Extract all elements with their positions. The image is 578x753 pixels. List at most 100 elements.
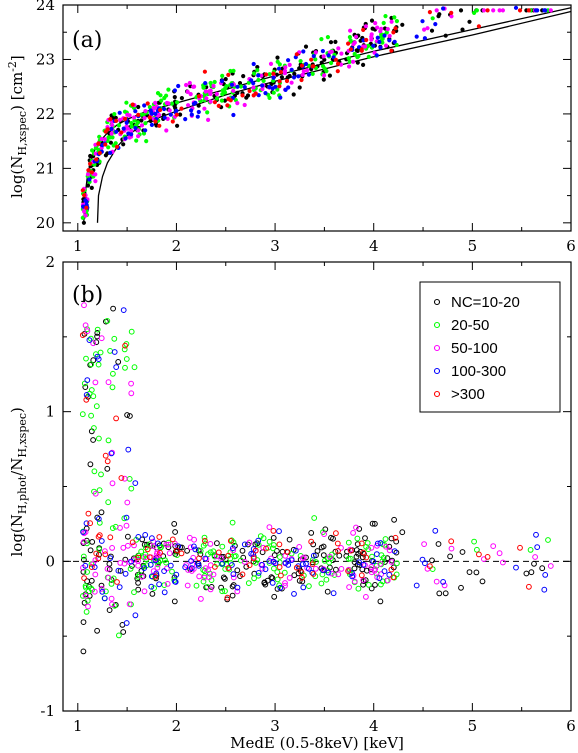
data-point bbox=[92, 490, 99, 497]
data-point bbox=[151, 105, 156, 111]
legend-marker bbox=[433, 367, 441, 375]
data-point bbox=[211, 83, 216, 89]
data-point bbox=[289, 80, 294, 85]
data-point bbox=[429, 566, 436, 572]
data-point bbox=[275, 87, 280, 92]
data-point bbox=[252, 547, 259, 554]
data-point bbox=[260, 544, 267, 551]
data-point bbox=[378, 581, 384, 588]
data-point bbox=[432, 527, 439, 534]
data-point bbox=[164, 581, 171, 587]
data-point bbox=[104, 318, 111, 324]
data-point bbox=[303, 554, 309, 561]
data-point bbox=[83, 537, 90, 544]
data-point bbox=[245, 580, 252, 586]
data-point bbox=[154, 549, 161, 555]
data-point bbox=[272, 560, 279, 567]
data-point bbox=[368, 585, 375, 592]
data-point bbox=[328, 570, 335, 577]
data-point bbox=[232, 553, 239, 559]
data-point bbox=[526, 8, 532, 13]
data-point bbox=[83, 609, 90, 615]
data-point bbox=[120, 307, 127, 314]
data-point bbox=[345, 568, 352, 574]
data-point bbox=[135, 120, 140, 125]
data-point bbox=[218, 555, 225, 562]
data-point bbox=[226, 72, 231, 78]
data-point bbox=[308, 538, 315, 545]
data-point bbox=[121, 475, 128, 482]
data-point bbox=[90, 340, 97, 347]
data-point bbox=[143, 109, 148, 114]
data-point bbox=[229, 82, 234, 87]
data-point bbox=[91, 588, 98, 595]
data-point bbox=[192, 84, 197, 89]
data-point bbox=[109, 601, 115, 608]
data-point bbox=[288, 557, 295, 563]
data-point bbox=[162, 106, 167, 112]
data-point bbox=[286, 85, 291, 90]
data-point bbox=[387, 38, 392, 43]
data-point bbox=[166, 550, 173, 557]
data-point bbox=[443, 33, 448, 38]
data-point bbox=[131, 542, 137, 549]
data-point bbox=[144, 546, 151, 553]
data-point bbox=[201, 568, 208, 574]
data-point bbox=[207, 541, 214, 547]
data-point bbox=[147, 105, 152, 110]
data-point bbox=[143, 128, 148, 133]
data-point bbox=[82, 322, 89, 329]
data-point bbox=[349, 573, 356, 580]
data-point bbox=[114, 144, 120, 149]
data-point bbox=[211, 553, 218, 560]
data-point bbox=[364, 37, 369, 43]
data-point bbox=[138, 548, 145, 555]
data-point bbox=[388, 559, 395, 565]
data-point bbox=[370, 558, 377, 565]
data-point bbox=[196, 94, 202, 99]
legend-entry: 100-300 bbox=[451, 363, 506, 380]
data-point bbox=[178, 112, 183, 117]
data-point bbox=[131, 115, 137, 120]
data-point bbox=[391, 516, 398, 523]
data-point bbox=[543, 8, 548, 13]
data-point bbox=[308, 530, 315, 536]
data-point bbox=[142, 116, 147, 121]
data-point bbox=[81, 220, 87, 225]
data-point bbox=[123, 356, 130, 362]
data-point bbox=[179, 96, 184, 101]
data-point bbox=[320, 567, 326, 574]
y-tick-label: 21 bbox=[36, 159, 55, 177]
data-point bbox=[222, 90, 228, 95]
data-point bbox=[327, 73, 332, 78]
data-point bbox=[126, 131, 131, 136]
x-tick-label: 3 bbox=[270, 717, 280, 735]
data-point bbox=[350, 530, 357, 536]
data-point bbox=[347, 546, 354, 553]
data-point bbox=[327, 553, 333, 560]
data-point bbox=[373, 551, 380, 557]
data-point bbox=[161, 589, 168, 596]
data-point bbox=[300, 584, 307, 591]
data-point bbox=[375, 25, 380, 30]
data-point bbox=[96, 141, 101, 146]
data-point bbox=[83, 520, 90, 527]
data-point bbox=[139, 123, 145, 128]
data-point bbox=[372, 582, 378, 588]
data-point bbox=[115, 359, 122, 365]
data-point bbox=[171, 598, 178, 605]
data-point bbox=[291, 75, 297, 80]
data-point bbox=[88, 585, 95, 592]
data-point bbox=[96, 519, 103, 526]
data-point bbox=[219, 588, 226, 595]
data-point bbox=[85, 183, 91, 188]
data-point bbox=[394, 560, 400, 567]
data-point bbox=[322, 57, 327, 62]
data-point bbox=[295, 563, 302, 570]
data-point bbox=[328, 534, 334, 541]
data-point bbox=[358, 540, 365, 547]
data-point bbox=[197, 548, 204, 554]
data-point bbox=[104, 465, 111, 472]
legend-marker bbox=[433, 390, 441, 398]
data-point bbox=[86, 390, 93, 397]
